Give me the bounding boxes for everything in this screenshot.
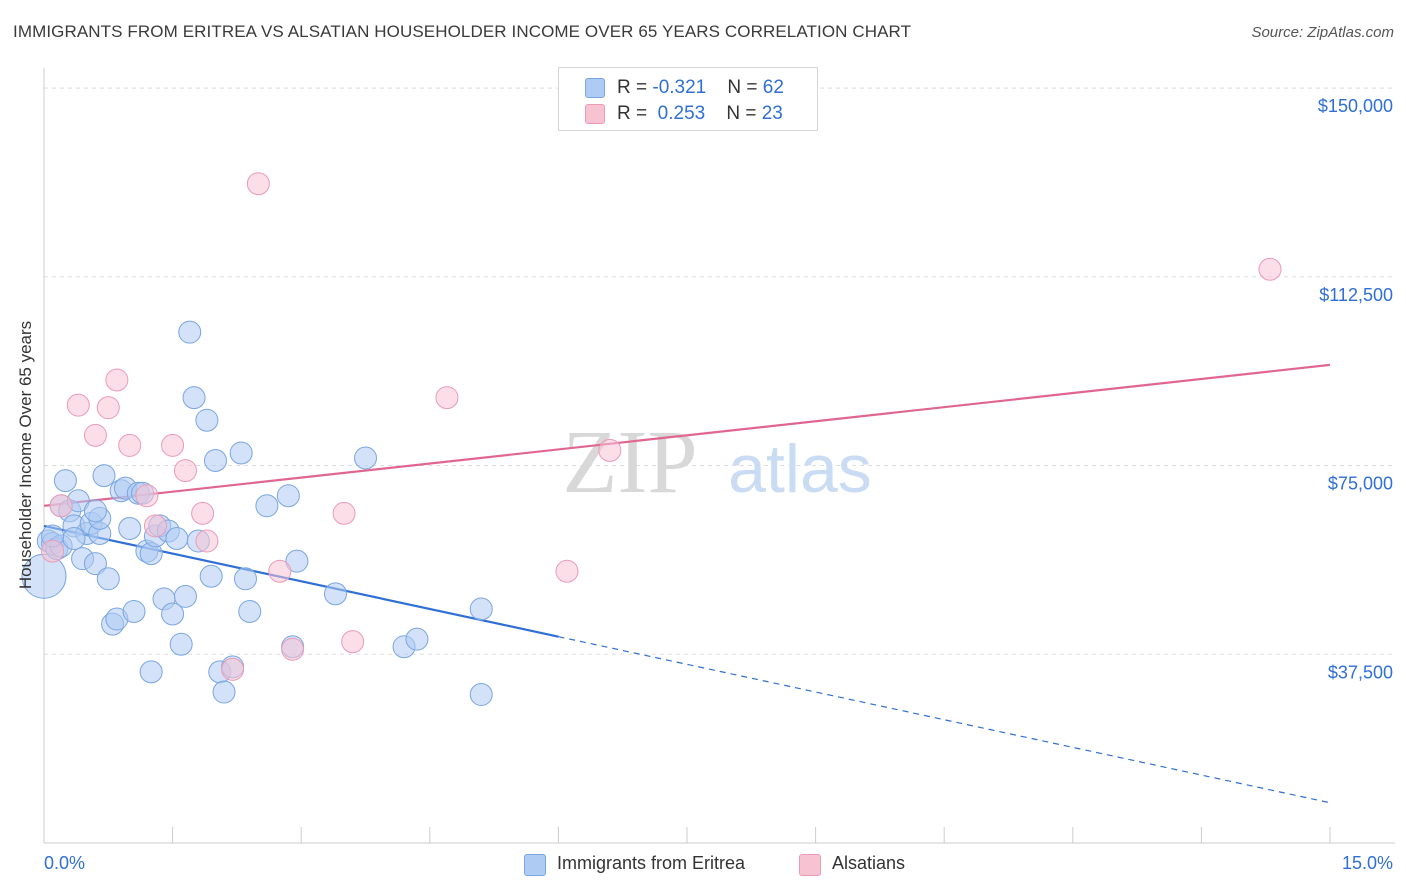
data-point <box>469 597 493 621</box>
data-point <box>268 559 292 583</box>
chart-title: IMMIGRANTS FROM ERITREA VS ALSATIAN HOUS… <box>13 22 912 41</box>
data-point <box>66 393 90 417</box>
data-point <box>161 602 185 626</box>
data-point <box>182 386 206 410</box>
y-tick-label: $37,500 <box>1328 662 1393 682</box>
data-point <box>195 529 219 553</box>
y-tick-label: $150,000 <box>1318 96 1393 116</box>
y-tick-labels: $37,500 $75,000 $112,500 $150,000 <box>1318 96 1393 682</box>
data-point <box>341 630 365 654</box>
data-point <box>195 408 219 432</box>
legend-n-label: N = <box>727 77 763 98</box>
data-points <box>21 172 1282 707</box>
data-point <box>96 567 120 591</box>
data-point <box>246 172 270 196</box>
data-point <box>276 484 300 508</box>
legend-r-value: 0.253 <box>657 103 706 124</box>
legend-r-label: R = <box>617 103 653 124</box>
data-point <box>53 469 77 493</box>
data-point <box>555 559 579 583</box>
data-point <box>83 552 107 576</box>
data-point <box>173 584 197 608</box>
legend-swatch-alsatians <box>585 104 605 124</box>
data-point <box>161 433 185 457</box>
trend-line-extrapolated <box>558 636 1331 804</box>
data-point <box>598 438 622 462</box>
data-point <box>83 423 107 447</box>
y-tick-label: $112,500 <box>1319 285 1393 305</box>
data-point <box>62 527 86 551</box>
data-point <box>332 501 356 525</box>
data-point <box>41 539 65 563</box>
data-point <box>139 660 163 684</box>
data-point <box>435 386 459 410</box>
data-point <box>105 368 129 392</box>
legend-r-label: R = <box>617 77 653 98</box>
data-point <box>122 599 146 623</box>
y-tick-label: $75,000 <box>1328 474 1393 494</box>
trend-lines <box>43 363 1331 804</box>
legend-n-label: N = <box>726 103 762 124</box>
data-point <box>285 549 309 573</box>
data-point <box>469 683 493 707</box>
data-point <box>212 680 236 704</box>
x-tick-label-min: 0.0% <box>44 853 86 873</box>
data-point <box>143 514 167 538</box>
data-point <box>191 501 215 525</box>
data-point <box>203 449 227 472</box>
data-point <box>255 494 279 518</box>
x-tick-label-max: 15.0% <box>1341 853 1393 873</box>
data-point <box>83 499 107 523</box>
data-point <box>221 657 245 681</box>
data-point <box>49 494 73 518</box>
data-point <box>96 396 120 420</box>
legend-swatch-eritrea <box>585 78 605 98</box>
data-point <box>323 582 347 606</box>
data-point <box>229 441 253 465</box>
y-axis-label: Householder Income Over 65 years <box>16 320 35 590</box>
data-point <box>173 459 197 483</box>
watermark-zip: ZIP <box>563 413 698 512</box>
data-point <box>1258 257 1282 281</box>
watermark-atlas: atlas <box>728 431 872 507</box>
data-point <box>233 567 257 591</box>
data-point <box>199 564 223 588</box>
data-point <box>169 632 193 656</box>
axes <box>43 68 1395 844</box>
data-point <box>405 627 429 651</box>
legend-r-value: -0.321 <box>652 77 707 98</box>
bottom-legend-swatch-alsatians <box>799 854 821 876</box>
bottom-legend-label-alsatians: Alsatians <box>832 853 906 873</box>
stats-legend: R = -0.321 N = 62 R = 0.253 N = 23 <box>558 67 818 131</box>
chart-source: Source: ZipAtlas.com <box>1251 24 1394 41</box>
data-point <box>92 464 116 488</box>
trend-line <box>43 363 1331 507</box>
data-point <box>118 516 142 540</box>
bottom-legend-label-eritrea: Immigrants from Eritrea <box>557 853 746 873</box>
data-point <box>178 320 202 344</box>
legend-n-value: 23 <box>761 103 783 124</box>
data-point <box>118 433 142 457</box>
data-point <box>165 527 189 551</box>
trend-line <box>43 524 559 638</box>
data-point <box>281 637 305 661</box>
bottom-legend-swatch-eritrea <box>524 854 546 876</box>
data-point <box>135 484 159 508</box>
data-point <box>238 599 262 623</box>
legend-n-value: 62 <box>762 77 784 98</box>
data-point <box>354 446 377 470</box>
